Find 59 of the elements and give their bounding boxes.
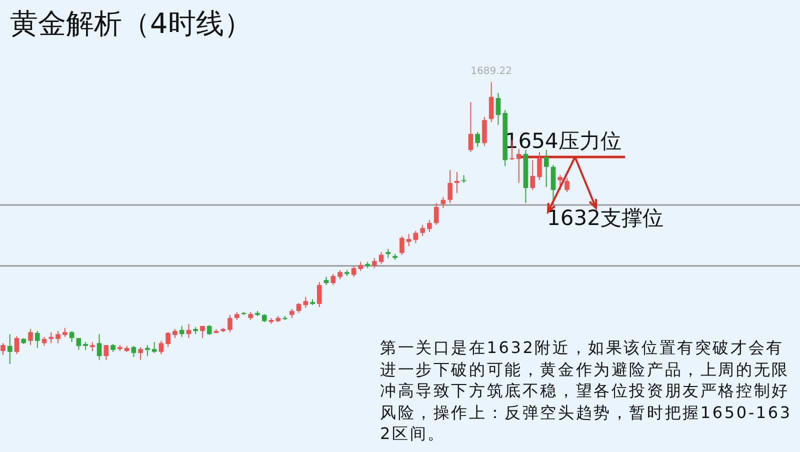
candlestick	[7, 334, 12, 364]
candlestick	[434, 202, 439, 226]
candlestick	[482, 116, 487, 147]
candlestick	[316, 281, 322, 308]
candlestick	[90, 342, 95, 352]
candlestick	[496, 92, 501, 126]
candlestick	[488, 82, 494, 123]
candlestick	[537, 151, 542, 181]
candlestick	[200, 325, 205, 339]
candlestick	[69, 330, 74, 343]
candlestick	[28, 328, 33, 346]
candlestick	[372, 257, 377, 269]
ref-line-label: 1632支撑位	[547, 206, 664, 230]
candlestick	[400, 235, 404, 256]
candlestick	[427, 219, 432, 233]
candlestick	[76, 338, 82, 350]
candlestick	[138, 346, 143, 361]
candlestick	[530, 160, 536, 191]
candlestick	[378, 252, 384, 264]
candlestick	[475, 131, 480, 148]
candlestick	[454, 171, 460, 194]
candlestick	[330, 274, 336, 286]
candlestick	[131, 345, 136, 358]
candlestick	[152, 342, 157, 354]
candlestick	[206, 324, 212, 336]
candlestick	[516, 148, 522, 184]
chart-title: 黄金解析（4时线）	[10, 7, 252, 40]
candlestick	[550, 164, 556, 206]
candlestick	[56, 330, 60, 344]
candlestick	[420, 224, 425, 236]
candlestick	[413, 230, 418, 244]
candlestick	[14, 336, 20, 355]
candlestick	[166, 332, 170, 348]
candlestick	[48, 332, 54, 344]
annotation: 第一关口是在1632附近，如果该位置有突破才会有进一步下破的可能，黄金作为避险产品，上周的无限冲高导致下方筑底不稳，望各位投资朋友严格控制好风险，操作上：反弹空头趋势，暂时把握1650-1632区间。	[380, 337, 793, 444]
candlestick	[289, 308, 294, 319]
candlestick	[448, 169, 452, 204]
ref-line-label: 1654压力位	[504, 129, 622, 154]
candlestick	[358, 261, 364, 272]
candlestick	[386, 248, 391, 258]
candlestick	[544, 149, 549, 188]
candlestick	[145, 344, 150, 357]
annotation: 1689.22	[470, 66, 512, 77]
candlestick	[296, 302, 302, 314]
candlestick	[158, 340, 164, 355]
candlestick	[564, 177, 570, 192]
candlestick	[34, 330, 40, 348]
candlestick	[62, 327, 68, 338]
candlestick	[406, 234, 412, 247]
candlestick	[172, 328, 178, 339]
candlestick	[338, 270, 342, 280]
candlestick	[96, 334, 102, 361]
candlestick	[228, 314, 232, 333]
candlestick	[468, 102, 474, 152]
candlestick	[0, 342, 6, 356]
candlestick	[303, 296, 308, 308]
candlestick	[351, 265, 356, 278]
candlestick	[104, 344, 109, 361]
candlestick	[558, 174, 563, 191]
